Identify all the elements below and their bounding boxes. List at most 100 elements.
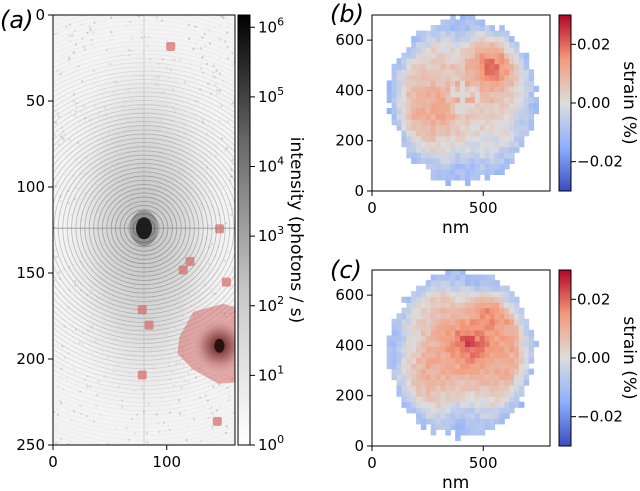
- strain-pixel: [509, 74, 515, 81]
- strain-pixel: [425, 280, 432, 287]
- strain-pixel: [489, 168, 495, 175]
- strain-pixel: [514, 102, 520, 109]
- strain-pixel: [465, 163, 471, 170]
- strain-pixel: [514, 346, 520, 353]
- strain-pixel: [494, 401, 500, 408]
- strain-pixel: [425, 47, 432, 54]
- strain-pixel: [523, 324, 530, 331]
- strain-pixel: [509, 324, 515, 331]
- strain-pixel: [460, 47, 466, 54]
- strain-pixel: [484, 401, 491, 408]
- masked-region: [166, 41, 176, 51]
- strain-pixel: [420, 418, 427, 425]
- strain-pixel: [440, 418, 446, 425]
- strain-pixel: [416, 130, 422, 137]
- strain-pixel: [420, 352, 427, 359]
- strain-pixel: [445, 179, 451, 186]
- strain-pixel: [479, 280, 486, 287]
- strain-pixel: [474, 368, 481, 375]
- strain-pixel: [455, 302, 461, 309]
- strain-pixel: [474, 97, 481, 104]
- strain-pixel: [416, 318, 422, 325]
- strain-pixel: [460, 340, 466, 347]
- strain-pixel: [474, 58, 481, 65]
- strain-pixel: [406, 146, 412, 153]
- strain-pixel: [450, 352, 456, 359]
- strain-pixel: [396, 63, 402, 70]
- strain-pixel: [469, 324, 476, 331]
- strain-pixel: [460, 396, 466, 403]
- strain-pixel: [430, 396, 437, 403]
- strain-pixel: [489, 368, 495, 375]
- strain-pixel: [440, 307, 446, 314]
- diffraction-ring: [53, 121, 235, 336]
- strain-pixel: [474, 291, 481, 298]
- strain-pixel: [450, 363, 456, 370]
- strain-pixel: [509, 157, 515, 164]
- strain-pixel: [406, 52, 412, 59]
- strain-pixel: [469, 41, 476, 48]
- strain-pixel: [465, 41, 471, 48]
- strain-pixel: [435, 318, 442, 325]
- strain-pixel: [474, 307, 481, 314]
- strain-pixel: [406, 58, 412, 65]
- strain-pixel: [445, 429, 451, 436]
- strain-pixel: [509, 296, 515, 303]
- strain-pixel: [499, 146, 505, 153]
- strain-pixel: [514, 318, 520, 325]
- strain-pixel: [479, 324, 486, 331]
- strain-pixel: [489, 335, 495, 342]
- strain-pixel: [469, 423, 476, 430]
- strain-pixel: [425, 412, 432, 419]
- strain-pixel: [450, 41, 456, 48]
- strain-pixel: [484, 274, 491, 281]
- strain-pixel: [514, 63, 520, 70]
- strain-pixel: [465, 74, 471, 81]
- strain-pixel: [401, 63, 407, 70]
- strain-pixel: [396, 374, 402, 381]
- strain-pixel: [420, 423, 427, 430]
- strain-pixel: [445, 119, 451, 126]
- strain-pixel: [416, 102, 422, 109]
- strain-pixel: [499, 58, 505, 65]
- strain-pixel: [440, 19, 446, 26]
- strain-pixel: [494, 296, 500, 303]
- strain-pixel: [528, 80, 535, 87]
- strain-pixel: [445, 163, 451, 170]
- strain-pixel: [474, 168, 481, 175]
- strain-pixel: [391, 346, 398, 353]
- strain-pixel: [435, 141, 442, 148]
- strain-pixel: [430, 108, 437, 115]
- strain-pixel: [401, 374, 407, 381]
- diffraction-ring: [53, 20, 235, 437]
- strain-pixel: [401, 307, 407, 314]
- strain-pixel: [445, 58, 451, 65]
- strain-pixel: [494, 335, 500, 342]
- strain-pixel: [450, 25, 456, 32]
- y-tick-label: 50: [26, 92, 45, 110]
- y-tick-label: 200: [335, 132, 364, 150]
- strain-pixel: [533, 85, 539, 92]
- strain-pixel: [416, 47, 422, 54]
- strain-pixel: [440, 385, 446, 392]
- strain-pixel: [460, 85, 466, 92]
- strain-pixel: [465, 412, 471, 419]
- strain-pixel: [416, 385, 422, 392]
- strain-pixel: [528, 357, 535, 364]
- strain-pixel: [440, 318, 446, 325]
- strain-pixel: [465, 280, 471, 287]
- strain-pixel: [455, 91, 461, 98]
- strain-pixel: [435, 401, 442, 408]
- strain-pixel: [484, 41, 491, 48]
- diffraction-ring: [53, 74, 235, 382]
- strain-pixel: [479, 41, 486, 48]
- strain-pixel: [401, 335, 407, 342]
- strain-pixel: [509, 396, 515, 403]
- panel-b-colorbar-label: strain (%): [619, 61, 639, 144]
- panel-b-colorbar-gradient: [558, 14, 572, 192]
- strain-pixel: [469, 168, 476, 175]
- strain-pixel: [411, 69, 417, 76]
- strain-pixel: [401, 141, 407, 148]
- strain-pixel: [504, 390, 510, 397]
